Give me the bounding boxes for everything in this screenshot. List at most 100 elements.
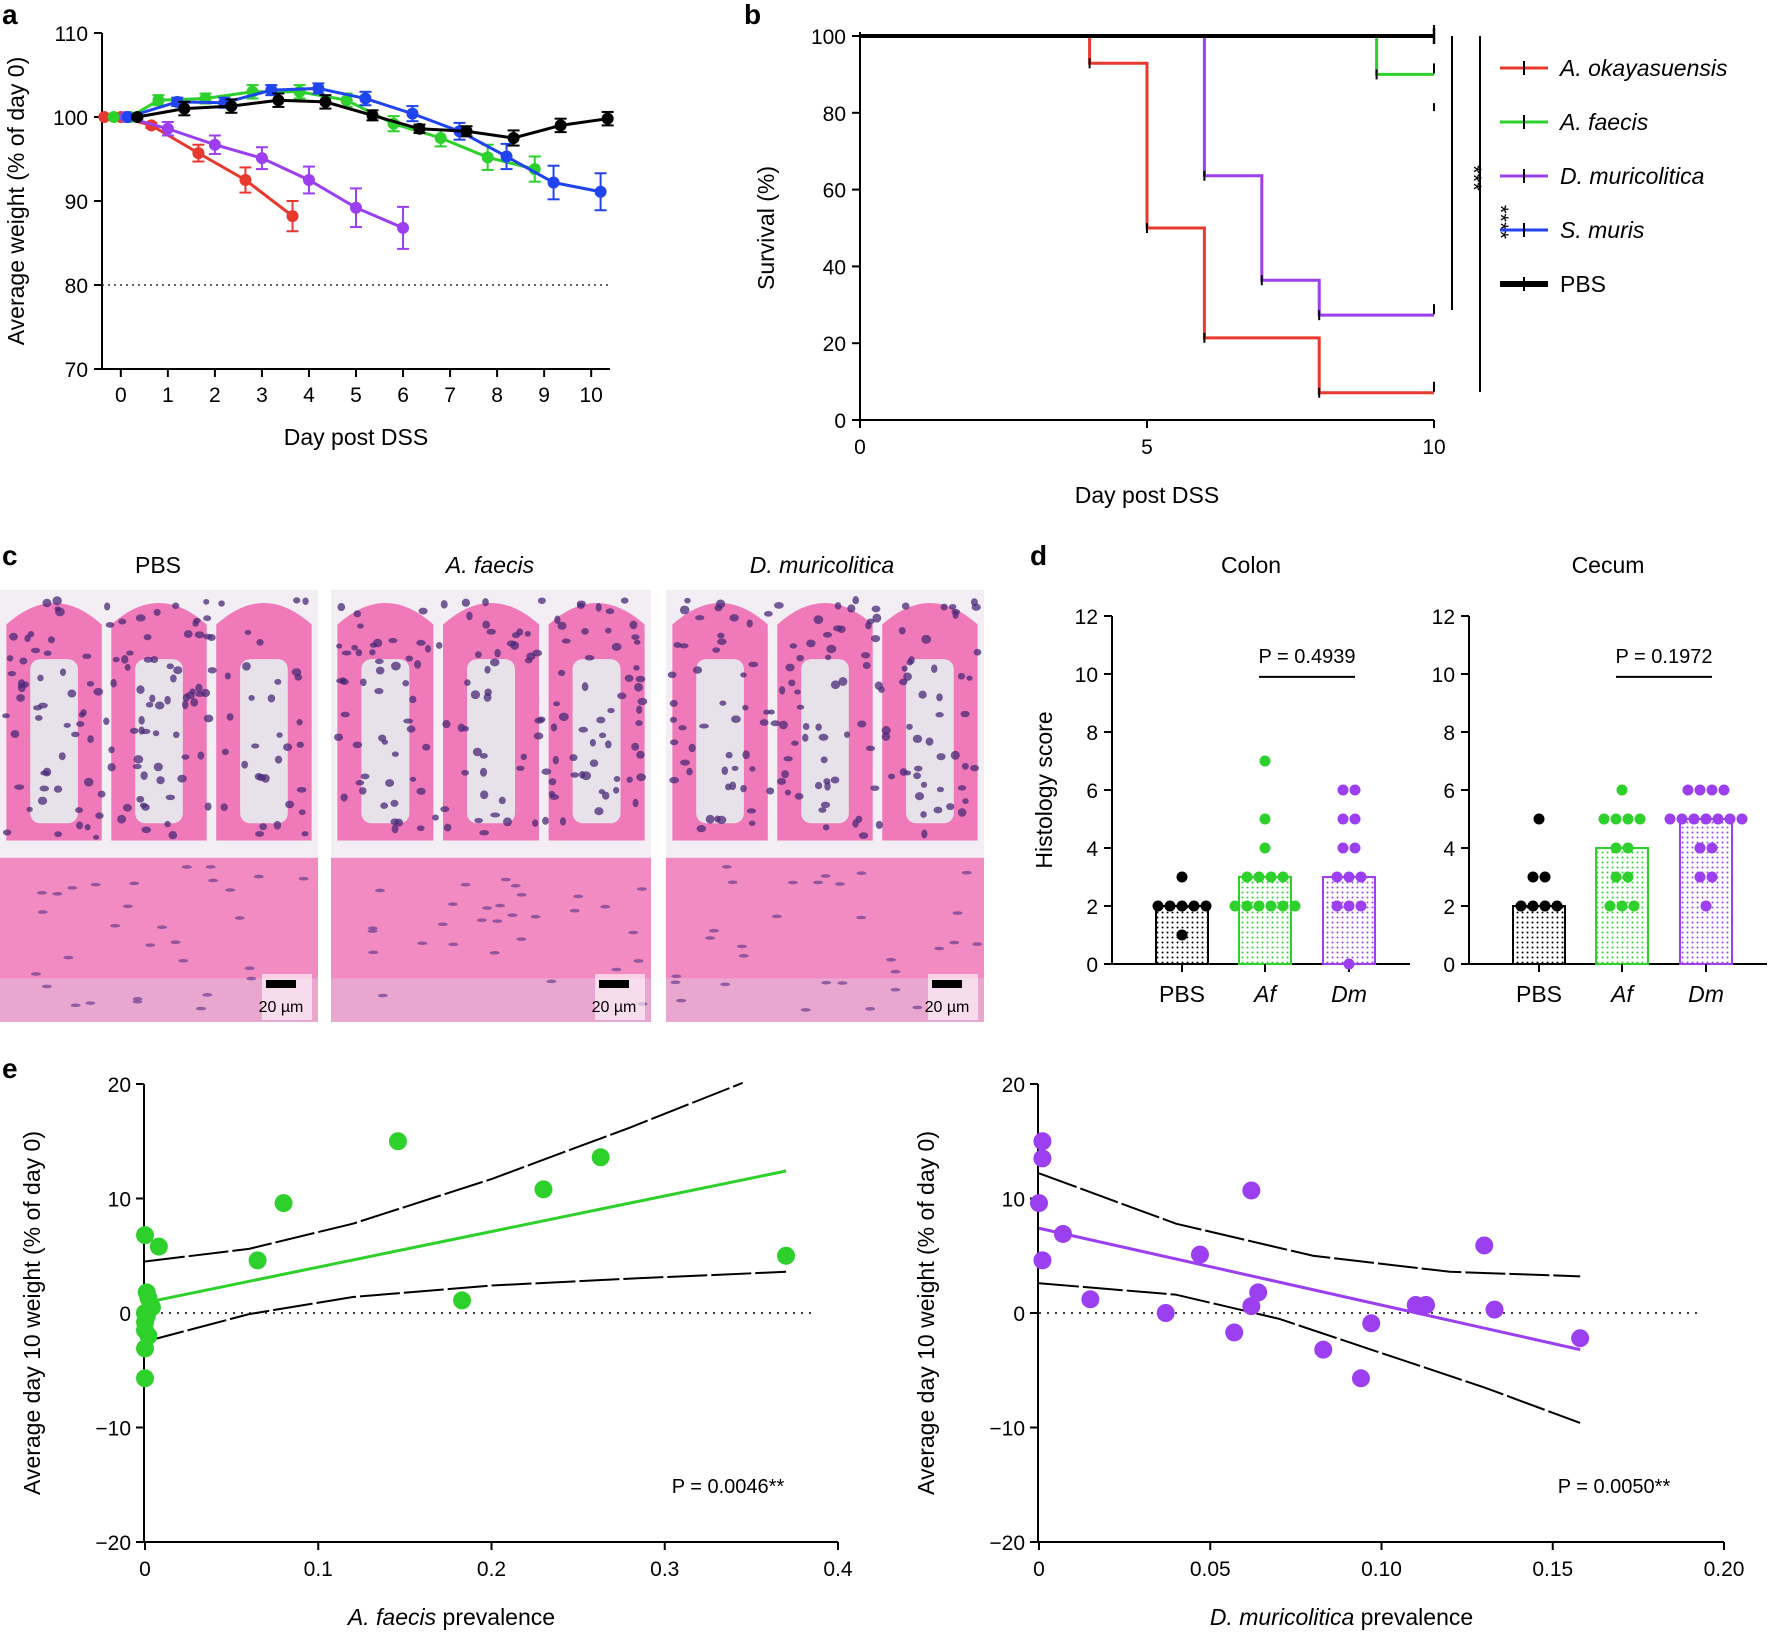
nucleus — [906, 658, 913, 666]
nucleus — [542, 816, 549, 825]
nucleus — [173, 731, 180, 739]
nucleus — [633, 665, 640, 671]
nucleus — [42, 598, 52, 608]
muscle-nucleus — [195, 1006, 206, 1011]
data-point — [534, 1180, 553, 1199]
nucleus — [898, 627, 906, 635]
nucleus — [484, 665, 491, 674]
nucleus — [256, 639, 264, 646]
nucleus — [686, 767, 693, 776]
nucleus — [93, 834, 100, 840]
nucleus — [156, 776, 165, 785]
data-point — [1190, 1245, 1209, 1264]
data-point — [131, 111, 144, 123]
nucleus — [524, 630, 531, 637]
data-point — [178, 102, 191, 115]
nucleus — [688, 743, 696, 753]
nucleus — [779, 685, 786, 695]
nucleus — [257, 773, 266, 782]
y-tick-label: 20 — [823, 333, 846, 356]
nucleus — [172, 602, 180, 609]
nucleus — [725, 751, 733, 759]
y-axis-label: Survival (%) — [753, 166, 779, 290]
x-tick-label: 5 — [1141, 436, 1153, 459]
nucleus — [949, 603, 957, 610]
y-tick-label: 100 — [53, 107, 88, 130]
nucleus — [852, 819, 859, 828]
nucleus — [940, 603, 948, 611]
nucleus — [766, 787, 775, 795]
nucleus — [794, 792, 804, 800]
x-tick-label: 0.4 — [823, 1558, 853, 1581]
x-axis-label: Day post DSS — [1075, 482, 1219, 508]
nucleus — [532, 649, 543, 657]
x-tick-label: Dm — [1331, 981, 1367, 1007]
nucleus — [768, 709, 775, 715]
data-point — [777, 1246, 796, 1265]
data-point — [1337, 842, 1349, 854]
nucleus — [763, 709, 771, 715]
nucleus — [52, 596, 62, 606]
data-point — [434, 132, 447, 144]
muscle-nucleus — [132, 999, 143, 1004]
data-point — [1682, 784, 1694, 796]
muscle-nucleus — [636, 887, 647, 891]
nucleus — [913, 772, 922, 780]
nucleus — [669, 739, 679, 746]
nucleus — [145, 701, 154, 708]
data-point — [1259, 842, 1271, 854]
nucleus — [150, 656, 159, 664]
histology-title-afaecis: A. faecis — [444, 552, 535, 578]
data-point — [255, 152, 268, 165]
x-tick-label: 0 — [1033, 1558, 1045, 1581]
muscle-nucleus — [70, 1003, 81, 1008]
muscle-nucleus — [890, 987, 901, 992]
bar — [1238, 876, 1292, 965]
nucleus — [117, 814, 127, 824]
nucleus — [870, 785, 880, 791]
y-tick-label: 10 — [1002, 1189, 1025, 1212]
data-point — [1152, 900, 1164, 912]
nucleus — [388, 637, 398, 644]
nucleus — [742, 704, 749, 711]
muscle-nucleus — [41, 984, 52, 989]
nucleus — [274, 678, 282, 685]
nucleus — [276, 732, 283, 738]
muscle-nucleus — [492, 919, 503, 923]
data-point — [1176, 929, 1188, 941]
nucleus — [759, 719, 769, 726]
muscle-nucleus — [246, 976, 257, 981]
nucleus — [296, 786, 307, 793]
nucleus — [498, 796, 506, 805]
panel-label-e: e — [2, 1053, 18, 1084]
nucleus — [132, 763, 142, 770]
nucleus — [962, 798, 969, 804]
nucleus — [391, 751, 399, 757]
muscle-nucleus — [67, 886, 78, 890]
data-point — [397, 221, 410, 234]
p-value-label: P = 0.4939 — [1259, 646, 1356, 668]
data-point — [161, 122, 174, 135]
data-point — [366, 109, 379, 122]
nucleus — [170, 674, 177, 683]
weight-curve-chart: 70 80 90 100 110 0 1 2 3 4 5 6 7 8 9 10 Day post DSS Aver… — [3, 23, 614, 450]
muscle-nucleus — [129, 881, 140, 886]
muscle-nucleus — [530, 914, 541, 919]
nucleus — [355, 780, 365, 786]
data-point — [1225, 1323, 1244, 1342]
bar — [1679, 818, 1733, 965]
muscle-nucleus — [633, 959, 644, 963]
data-point — [1622, 871, 1634, 883]
nucleus — [823, 778, 831, 785]
nucleus — [194, 631, 205, 639]
nucleus — [957, 785, 967, 791]
data-point — [1259, 755, 1271, 767]
nucleus — [925, 737, 934, 746]
nucleus — [139, 802, 148, 808]
nucleus — [480, 790, 489, 800]
nucleus — [961, 762, 969, 770]
nucleus — [336, 643, 343, 649]
muscle-nucleus — [36, 891, 47, 895]
nucleus — [360, 773, 370, 780]
regression-line — [144, 1169, 787, 1305]
